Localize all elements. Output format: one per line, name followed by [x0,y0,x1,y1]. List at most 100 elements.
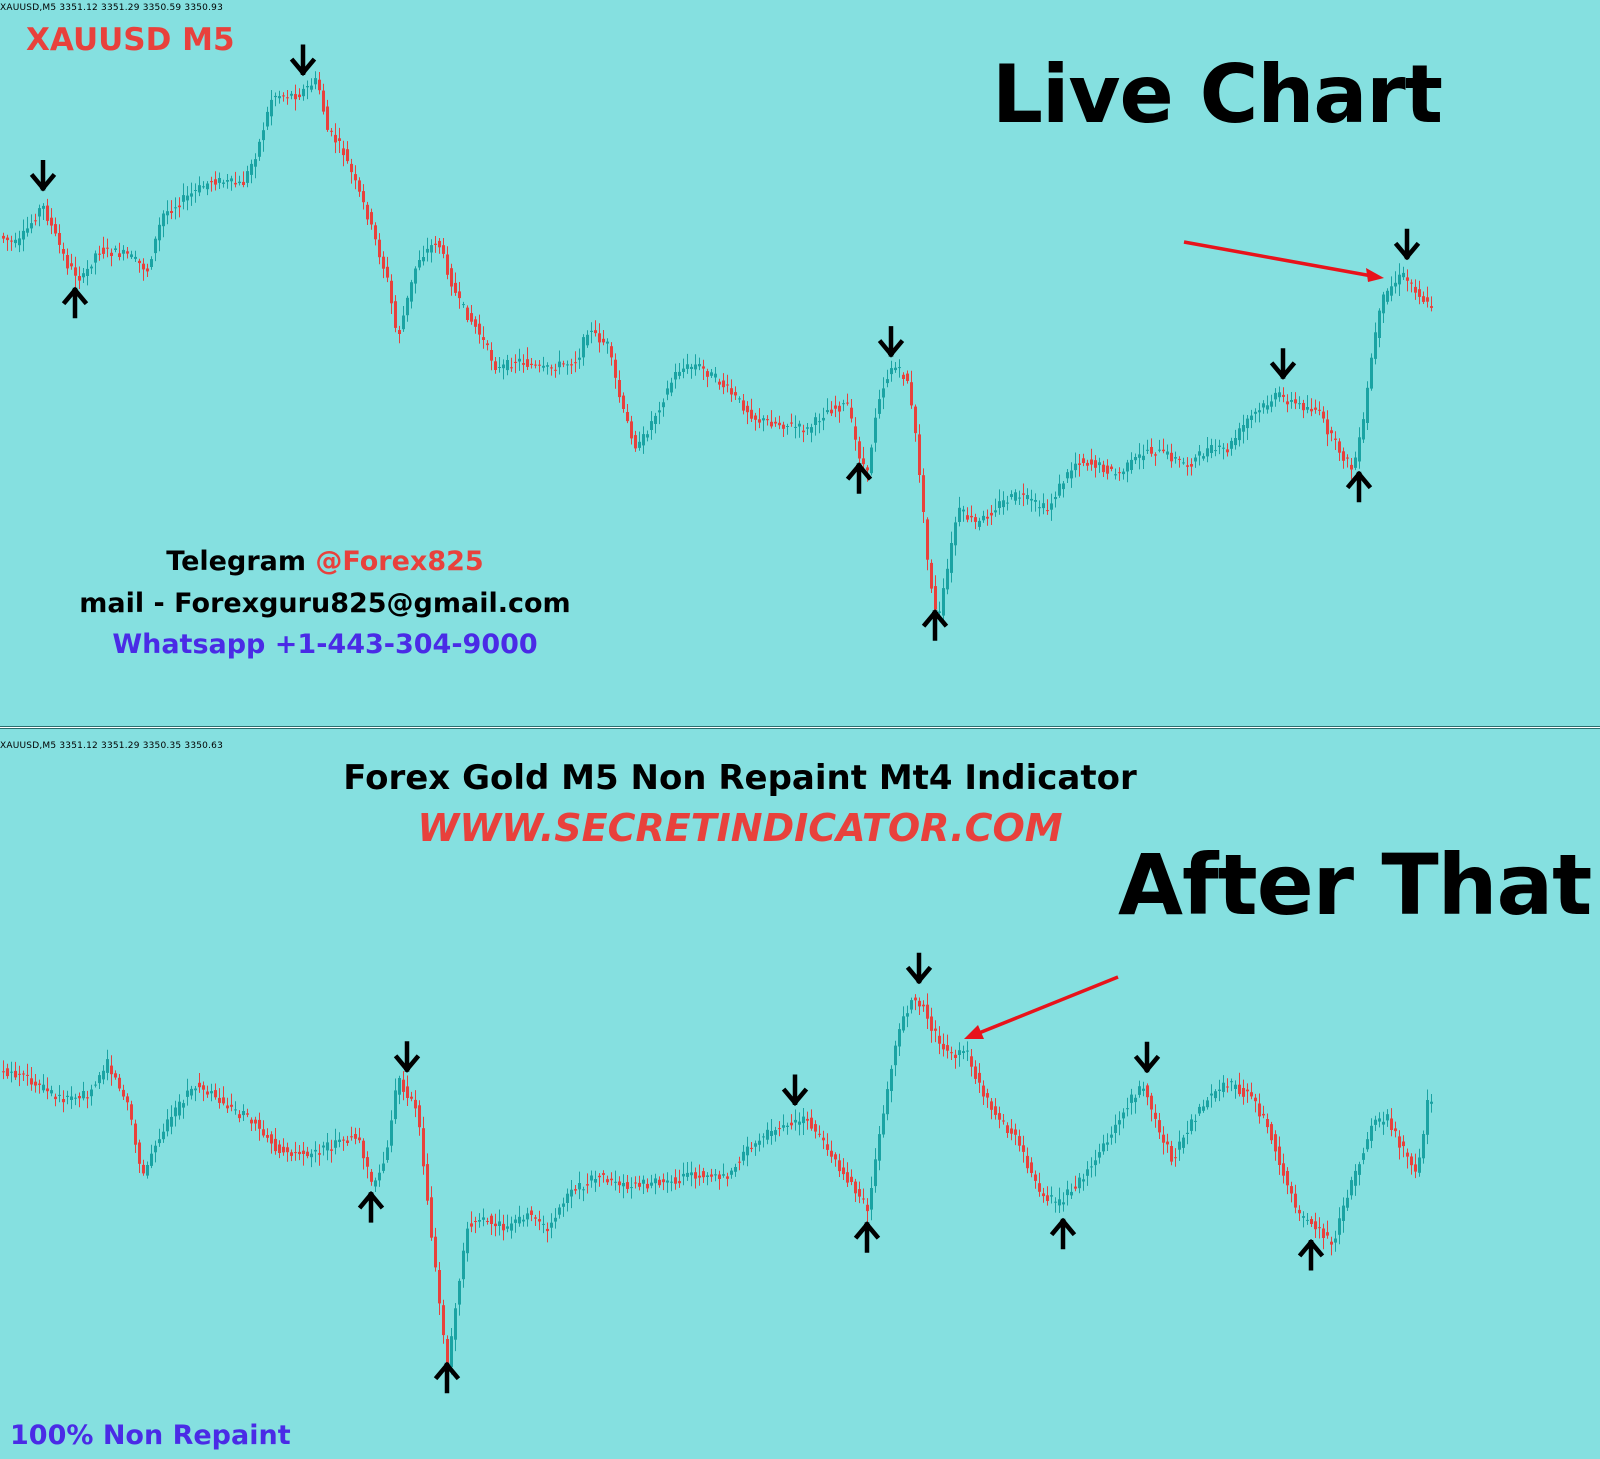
candle-body [690,366,693,369]
candle-body [102,247,105,254]
candle-body [366,1157,369,1167]
candle-body [978,1072,981,1083]
candle-body [26,228,29,233]
candle-body [1210,1093,1213,1096]
candle-body [158,224,161,241]
candle-body [1038,1183,1041,1192]
candle-body [998,501,1001,508]
candle-body [726,384,729,386]
candle-body [730,388,733,395]
sell-signal-arrow-icon [1393,228,1421,261]
candle-body [6,237,9,241]
candle-body [658,1179,661,1186]
candle-body [226,1105,229,1109]
candle-body [62,249,65,254]
candle-body [142,263,145,270]
candle-body [1182,462,1185,464]
candle-body [734,1167,737,1172]
candle-body [790,1122,793,1126]
candle-body [194,190,197,191]
candle-body [54,224,57,234]
candle-body [1086,1169,1089,1176]
candle-body [846,1172,849,1183]
live-chart-panel: XAUUSD,M5 3351.12 3351.29 3350.59 3350.9… [0,0,1600,727]
after-that-chart-panel: XAUUSD,M5 3351.12 3351.29 3350.35 3350.6… [0,729,1600,1459]
candle-body [602,1173,605,1175]
candle-body [286,1147,289,1153]
candle-body [1166,1141,1169,1145]
candle-body [1098,462,1101,466]
candle-body [870,1188,873,1210]
candle-body [242,1111,245,1116]
candle-body [1214,450,1217,452]
buy-signal-arrow-icon [1049,1217,1077,1250]
candle-body [662,1179,665,1183]
candle-body [610,1178,613,1181]
candle-body [106,1059,109,1073]
candle-body [486,1221,489,1222]
candle-body [674,372,677,380]
candle-body [866,1204,869,1212]
candle-body [278,1144,281,1153]
candle-body [922,1004,925,1007]
candle-body [798,1121,801,1125]
candle-body [890,368,893,375]
candle-body [498,367,501,368]
candle-body [938,1035,941,1044]
candle-body [894,367,897,371]
candle-body [426,248,429,253]
candle-body [1298,1209,1301,1214]
candle-body [1330,430,1333,434]
buy-signal-arrow-icon [357,1191,385,1223]
candle-body [130,1104,133,1120]
candle-body [818,1133,821,1135]
candle-body [1310,408,1313,412]
candle-body [1262,403,1265,408]
candle-body [1094,460,1097,468]
candle-body [1306,1219,1309,1221]
candle-body [906,373,909,381]
candle-body [638,1182,641,1187]
candle-body [678,1181,681,1184]
candle-body [110,252,113,256]
candle-body [1018,1136,1021,1146]
red-pointer-arrow-icon [1183,240,1384,282]
candle-body [326,106,329,130]
candle-body [1142,1088,1145,1091]
candle-body [582,1189,585,1191]
candle-body [1222,447,1225,449]
candle-body [86,1097,89,1099]
mail-contact: mail - Forexguru825@gmail.com [79,588,571,619]
buy-signal-arrow-icon [433,1361,461,1394]
sell-signal-arrow-icon [877,326,905,358]
candle-body [406,297,409,316]
candle-body [18,1073,21,1075]
candle-body [1414,286,1417,293]
candle-body [926,1004,929,1019]
candle-body [1238,1084,1241,1095]
candle-body [282,1146,285,1153]
candle-body [950,1052,953,1054]
candle-body [742,1151,745,1161]
candle-body [290,1152,293,1156]
candle-body [558,361,561,368]
candle-body [390,1120,393,1146]
candle-body [358,1137,361,1141]
candle-body [74,1097,77,1099]
candle-body [1398,1136,1401,1148]
candle-body [1242,425,1245,432]
candle-body [822,417,825,421]
candle-body [542,365,545,368]
candle-body [1394,282,1397,287]
candle-body [258,1119,261,1129]
candle-body [726,1176,729,1179]
candle-body [218,1097,221,1103]
website-link[interactable]: WWW.SECRETINDICATOR.COM [417,806,1063,850]
candle-body [614,359,617,378]
candle-body [1174,1157,1177,1159]
candle-body [1122,1112,1125,1119]
candle-body [494,1223,497,1227]
candle-body [402,315,405,330]
candle-body [1070,470,1073,479]
candle-body [250,163,253,175]
